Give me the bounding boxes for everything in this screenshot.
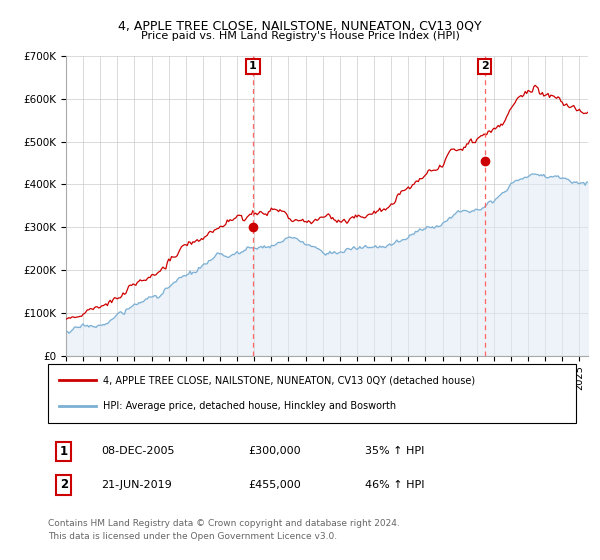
Text: 4, APPLE TREE CLOSE, NAILSTONE, NUNEATON, CV13 0QY (detached house): 4, APPLE TREE CLOSE, NAILSTONE, NUNEATON… xyxy=(103,375,476,385)
Text: 46% ↑ HPI: 46% ↑ HPI xyxy=(365,480,424,490)
Text: Price paid vs. HM Land Registry's House Price Index (HPI): Price paid vs. HM Land Registry's House … xyxy=(140,31,460,41)
Text: 35% ↑ HPI: 35% ↑ HPI xyxy=(365,446,424,456)
Text: 21-JUN-2019: 21-JUN-2019 xyxy=(101,480,172,490)
Text: 4, APPLE TREE CLOSE, NAILSTONE, NUNEATON, CV13 0QY: 4, APPLE TREE CLOSE, NAILSTONE, NUNEATON… xyxy=(118,20,482,32)
Text: £300,000: £300,000 xyxy=(248,446,301,456)
Text: 2: 2 xyxy=(60,478,68,492)
Text: 1: 1 xyxy=(60,445,68,458)
Text: HPI: Average price, detached house, Hinckley and Bosworth: HPI: Average price, detached house, Hinc… xyxy=(103,402,397,412)
Text: £455,000: £455,000 xyxy=(248,480,301,490)
FancyBboxPatch shape xyxy=(48,364,576,423)
Text: 08-DEC-2005: 08-DEC-2005 xyxy=(101,446,175,456)
Text: 2: 2 xyxy=(481,62,488,72)
Text: Contains HM Land Registry data © Crown copyright and database right 2024.: Contains HM Land Registry data © Crown c… xyxy=(48,519,400,528)
Text: 1: 1 xyxy=(249,62,257,72)
Text: This data is licensed under the Open Government Licence v3.0.: This data is licensed under the Open Gov… xyxy=(48,532,337,541)
